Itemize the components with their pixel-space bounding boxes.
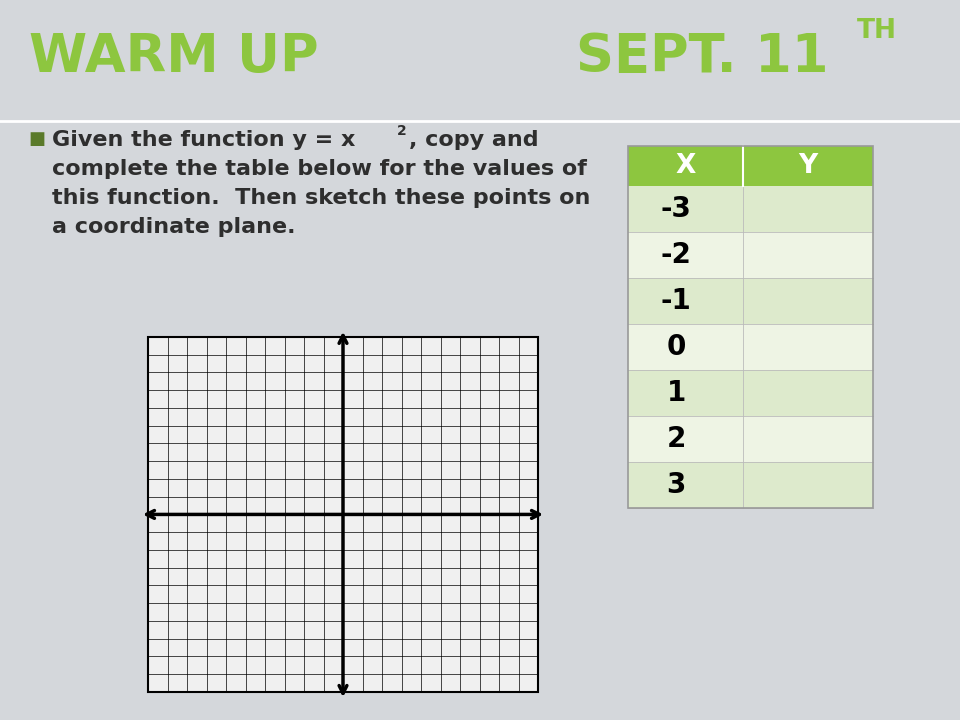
Bar xyxy=(743,462,873,508)
Bar xyxy=(743,370,873,416)
Text: Given the function y = x: Given the function y = x xyxy=(52,130,355,150)
Text: 1: 1 xyxy=(666,379,686,407)
Bar xyxy=(628,146,873,508)
Bar xyxy=(743,232,873,278)
Text: a coordinate plane.: a coordinate plane. xyxy=(52,217,296,237)
Text: 2: 2 xyxy=(666,425,686,453)
Bar xyxy=(628,146,873,186)
Bar xyxy=(628,370,743,416)
Text: , copy and: , copy and xyxy=(409,130,539,150)
Bar xyxy=(628,232,743,278)
Bar xyxy=(628,278,743,324)
Bar xyxy=(743,416,873,462)
Bar xyxy=(628,324,743,370)
Text: complete the table below for the values of: complete the table below for the values … xyxy=(52,159,587,179)
Text: X: X xyxy=(675,153,696,179)
Text: -2: -2 xyxy=(660,241,692,269)
Text: -1: -1 xyxy=(660,287,691,315)
Text: WARM UP: WARM UP xyxy=(29,31,319,83)
Text: ■: ■ xyxy=(28,130,45,148)
Bar xyxy=(743,324,873,370)
Text: 0: 0 xyxy=(666,333,686,361)
Bar xyxy=(743,278,873,324)
Bar xyxy=(628,462,743,508)
Text: SEPT. 11: SEPT. 11 xyxy=(576,31,828,83)
Text: this function.  Then sketch these points on: this function. Then sketch these points … xyxy=(52,188,590,208)
Bar xyxy=(628,416,743,462)
Bar xyxy=(148,337,538,692)
Text: 3: 3 xyxy=(666,471,686,499)
Bar xyxy=(743,186,873,232)
Text: TH: TH xyxy=(857,18,898,44)
Text: 2: 2 xyxy=(397,124,407,138)
Text: -3: -3 xyxy=(660,195,692,222)
Text: Y: Y xyxy=(799,153,818,179)
Bar xyxy=(148,337,538,692)
Bar xyxy=(628,186,743,232)
